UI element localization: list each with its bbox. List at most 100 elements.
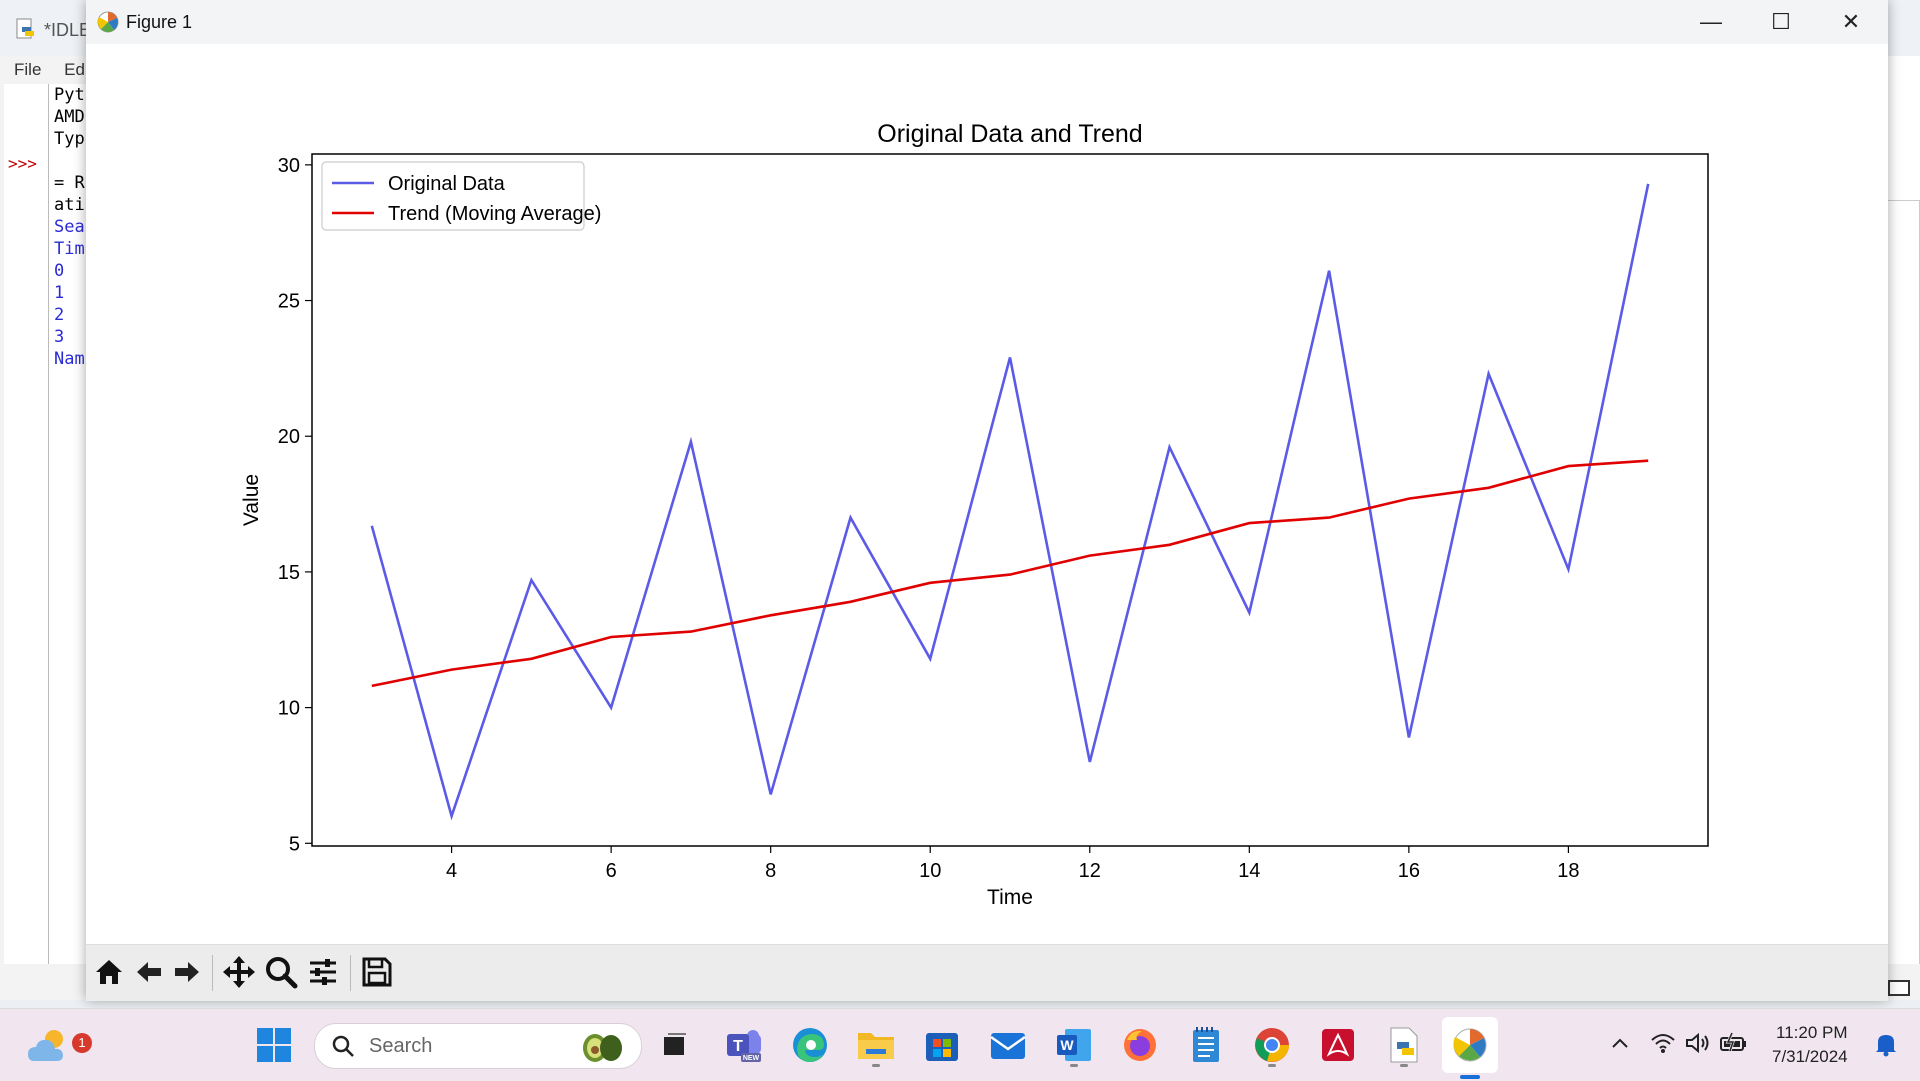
x-tick-label: 8 [765, 860, 776, 882]
running-indicator [1070, 1064, 1078, 1067]
figure-title: Figure 1 [126, 12, 192, 33]
python-file-icon [14, 18, 36, 40]
folder-icon [856, 1027, 896, 1063]
word-icon: W [1055, 1027, 1093, 1063]
taskbar-search-box[interactable]: Search [314, 1023, 642, 1069]
chevron-up-icon[interactable] [1610, 1035, 1630, 1051]
x-tick-label: 18 [1557, 860, 1579, 882]
matplotlib-button[interactable] [1446, 1021, 1494, 1069]
pan-button[interactable] [220, 953, 258, 991]
y-tick-label: 15 [278, 562, 300, 584]
x-tick-label: 14 [1238, 860, 1260, 882]
avocado-icon [577, 1028, 627, 1064]
idle-side-panel-2 [1886, 128, 1920, 201]
running-indicator [872, 1064, 880, 1067]
y-tick-label: 10 [278, 698, 300, 720]
clock-time[interactable]: 11:20 PM [1776, 1023, 1848, 1043]
toolbar-separator [212, 955, 213, 991]
svg-text:T: T [733, 1038, 743, 1055]
zoom-icon [264, 955, 298, 989]
task-view-icon [658, 1029, 690, 1061]
firefox-button[interactable] [1116, 1021, 1164, 1069]
svg-text:W: W [1060, 1037, 1074, 1053]
series-line-original-data [372, 184, 1648, 816]
search-placeholder: Search [369, 1035, 432, 1058]
acrobat-button[interactable] [1314, 1021, 1362, 1069]
store-icon [924, 1027, 960, 1063]
x-tick-label: 16 [1398, 860, 1420, 882]
home-button[interactable] [90, 953, 128, 991]
mail-icon [989, 1029, 1027, 1061]
store-button[interactable] [918, 1021, 966, 1069]
toolbar-separator [350, 955, 351, 991]
notepad-button[interactable] [1182, 1021, 1230, 1069]
weather-widget[interactable]: 1 [24, 1023, 76, 1067]
shell-prompt: >>> [8, 154, 37, 173]
acrobat-icon [1320, 1027, 1356, 1063]
idle-window-title: *IDLE [44, 20, 91, 41]
forward-button[interactable] [168, 953, 206, 991]
y-tick-label: 30 [278, 155, 300, 177]
matplotlib-icon [96, 10, 120, 34]
word-button[interactable]: W [1050, 1021, 1098, 1069]
figure-titlebar[interactable]: Figure 1 — ☐ ✕ [86, 0, 1888, 44]
back-icon [133, 956, 165, 988]
python-file-icon [1387, 1026, 1421, 1064]
system-tray [1598, 1009, 1920, 1081]
x-tick-label: 10 [919, 860, 941, 882]
home-icon [93, 956, 125, 988]
matplotlib-icon [1451, 1026, 1489, 1064]
x-tick-label: 6 [606, 860, 617, 882]
firefox-icon [1121, 1026, 1159, 1064]
restore-icon[interactable] [1888, 980, 1910, 996]
search-icon [331, 1034, 355, 1058]
volume-icon[interactable] [1684, 1031, 1712, 1055]
save-icon [361, 956, 393, 988]
running-indicator [1400, 1064, 1408, 1067]
configure-subplots-button[interactable] [304, 953, 342, 991]
notification-bell-icon[interactable] [1874, 1031, 1898, 1057]
pan-icon [222, 955, 256, 989]
wifi-icon[interactable] [1650, 1031, 1676, 1055]
zoom-button[interactable] [262, 953, 300, 991]
legend-label: Original Data [388, 173, 506, 195]
save-button[interactable] [358, 953, 396, 991]
file-explorer-button[interactable] [852, 1021, 900, 1069]
configure-subplots-icon [307, 956, 339, 988]
start-button[interactable] [250, 1021, 298, 1069]
maximize-button[interactable]: ☐ [1746, 0, 1816, 44]
menu-file[interactable]: File [14, 60, 41, 79]
x-tick-label: 12 [1079, 860, 1101, 882]
shell-prompt-gutter: >>> [4, 84, 49, 964]
y-tick-label: 5 [289, 833, 300, 855]
chrome-icon [1253, 1026, 1291, 1064]
back-button[interactable] [130, 953, 168, 991]
navigation-toolbar [86, 944, 1888, 1001]
close-button[interactable]: ✕ [1816, 0, 1886, 44]
forward-icon [171, 956, 203, 988]
svg-text:NEW: NEW [743, 1055, 760, 1062]
series-line-trend [372, 461, 1648, 686]
clock-date[interactable]: 7/31/2024 [1772, 1047, 1848, 1067]
chrome-button[interactable] [1248, 1021, 1296, 1069]
battery-icon[interactable] [1718, 1031, 1748, 1055]
edge-button[interactable] [786, 1021, 834, 1069]
weather-cloud-icon [24, 1023, 76, 1067]
chart-title: Original Data and Trend [877, 120, 1142, 148]
notepad-icon [1190, 1026, 1222, 1064]
notification-badge: 1 [72, 1033, 92, 1053]
mail-button[interactable] [984, 1021, 1032, 1069]
minimize-button[interactable]: — [1676, 0, 1746, 44]
idle-side-panel [1886, 56, 1920, 129]
legend-label: Trend (Moving Average) [388, 203, 601, 225]
windows-logo-icon [256, 1027, 292, 1063]
task-view-button[interactable] [650, 1021, 698, 1069]
idle-button[interactable] [1380, 1021, 1428, 1069]
edge-icon [791, 1026, 829, 1064]
